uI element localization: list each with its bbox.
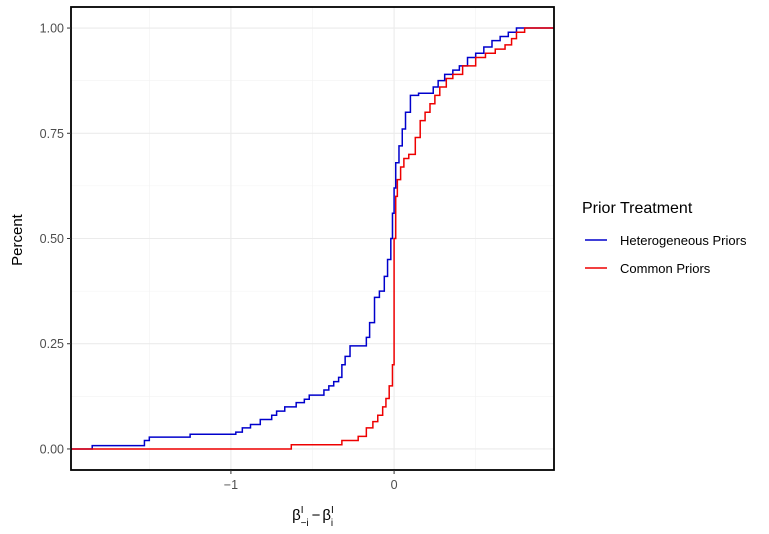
series-line-heterogeneous-priors	[71, 27, 554, 450]
x-axis-ticks: −1 0	[224, 470, 398, 492]
y-tick-label: 0.50	[40, 232, 64, 246]
y-tick-label: 0.75	[40, 127, 64, 141]
x-tick-label: 0	[391, 478, 398, 492]
legend-title: Prior Treatment	[582, 200, 693, 217]
legend: Prior Treatment Heterogeneous Priors Com…	[582, 200, 747, 276]
x-axis-title: βI −i − βI i	[292, 505, 334, 529]
legend-label-common-priors: Common Priors	[620, 261, 711, 276]
plot-series	[71, 27, 554, 450]
legend-label-heterogeneous-priors: Heterogeneous Priors	[620, 233, 747, 248]
y-axis-title: Percent	[9, 213, 26, 266]
x-tick-label: −1	[224, 478, 238, 492]
series-line-common-priors	[71, 27, 554, 450]
y-axis-ticks: 0.00 0.25 0.50 0.75 1.00	[40, 22, 71, 456]
grid-lines	[71, 7, 554, 470]
y-tick-label: 1.00	[40, 22, 64, 36]
y-tick-label: 0.25	[40, 337, 64, 351]
y-tick-label: 0.00	[40, 442, 64, 456]
